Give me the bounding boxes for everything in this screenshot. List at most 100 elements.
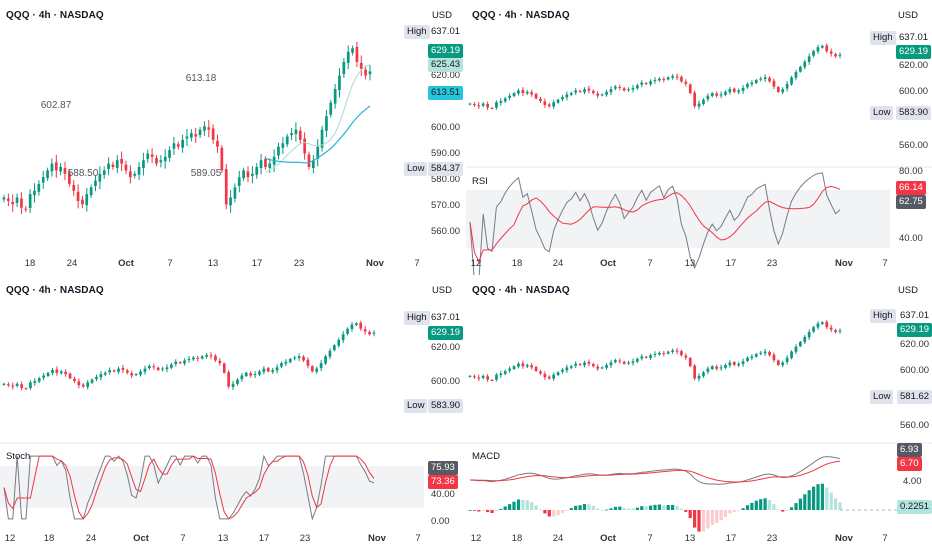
macd-histogram-bar [635,507,639,510]
high-price-tag: 637.01 [899,32,929,43]
price-rsi-svg[interactable] [466,0,932,275]
x-tick: 24 [66,258,78,269]
chart-panel-macd[interactable]: QQQ · 4h · NASDAQ USD High 637.01 629.19… [466,275,932,550]
candle-body [120,158,123,164]
x-tick: 17 [725,533,737,544]
macd-histogram-bar [723,510,728,517]
candle-body [741,361,745,365]
macd-histogram-bar [516,499,521,510]
macd-histogram-bar [794,503,798,510]
candle-body [312,160,315,168]
stoch-k-line [3,454,375,521]
chart-panel-stoch[interactable]: QQQ · 4h · NASDAQ USD High 637.01 629.19… [0,275,466,550]
candle-body [829,51,833,54]
candle-body [688,84,692,94]
candle-body [790,77,793,85]
candle-body [614,86,617,89]
candle-body [319,363,323,369]
candle-body [329,102,333,115]
candle-body [124,164,128,171]
candle-body [596,93,600,96]
macd-histogram-bar [679,508,683,510]
candle-body [640,356,644,359]
price-macd-svg[interactable] [466,275,932,550]
y-tick: 620.00 [899,60,929,71]
candle-body [220,147,224,171]
last-price-tag: 629.19 [428,44,464,58]
macd-histogram-bar [759,499,763,510]
candle-body [64,371,67,375]
macd-histogram-bar [622,508,626,510]
candle-body [29,382,32,388]
macd-histogram-bar [763,498,767,510]
chart-panel-main[interactable]: QQQ · 4h · NASDAQ USD 620.00 600.00 590.… [0,0,466,275]
candle-body [168,150,171,158]
y-tick: 4.00 [903,476,922,487]
candle-body [587,362,591,364]
candle-body [693,92,696,107]
candle-body [512,93,516,97]
macd-histogram-bar [481,510,485,511]
macd-histogram-bar [653,504,657,510]
price-chart-svg[interactable] [0,0,466,275]
candle-body [737,363,740,366]
candle-body [33,381,37,383]
candle-body [807,332,811,338]
candle-body [251,173,254,176]
candle-body [130,373,134,376]
macd-histogram-bar [649,505,653,510]
macd-histogram-bar [719,510,723,521]
candle-body [583,89,586,93]
last-price-tag: 629.19 [896,45,932,59]
candle-body [569,93,573,95]
candle-body [351,48,354,53]
candle-body [174,361,178,364]
candle-body [143,368,147,372]
low-label-tag: Low [870,106,894,120]
candle-body [98,173,102,182]
macd-histogram-bar [728,510,732,514]
ma-slow-line [265,105,371,164]
candle-body [552,102,555,107]
candle-body [675,76,679,78]
candle-body [192,357,195,360]
candle-body [364,69,367,76]
macd-histogram-bar [776,509,780,511]
candle-body [662,353,666,355]
candle-body [216,140,219,147]
candle-body [521,90,525,94]
annotation-high: 613.18 [185,73,217,84]
price-stoch-svg[interactable] [0,275,466,550]
low-price-tag: 583.90 [428,399,464,413]
candle-body [803,336,807,343]
candle-body [530,365,533,368]
candle-body [728,362,732,366]
candle-body [556,99,560,103]
y-tick: 600.00 [431,376,461,387]
macd-histogram-bar [591,506,595,510]
candle-body [794,72,798,78]
candle-body [2,197,6,200]
macd-value-tag: 6.93 [897,443,922,457]
candle-body [534,93,538,99]
chart-panel-rsi[interactable]: QQQ · 4h · NASDAQ USD High 637.01 629.19… [466,0,932,275]
candle-body [680,76,683,82]
candle-body [346,328,349,334]
candle-body [596,366,600,369]
candle-body [521,363,525,367]
candle-body [281,143,285,148]
x-tick: 7 [180,533,186,544]
macd-histogram-bar [578,505,582,510]
candle-body [732,88,736,92]
candle-body [512,366,516,369]
high-label-tag: High [404,25,430,39]
candle-body [190,133,193,138]
candle-body [653,80,657,81]
candle-body [468,375,472,377]
candle-body [183,360,186,364]
candle-body [547,104,551,107]
candle-body [671,76,674,78]
candle-body [543,373,547,378]
low-label-tag: Low [870,390,894,404]
candle-body [618,87,622,88]
